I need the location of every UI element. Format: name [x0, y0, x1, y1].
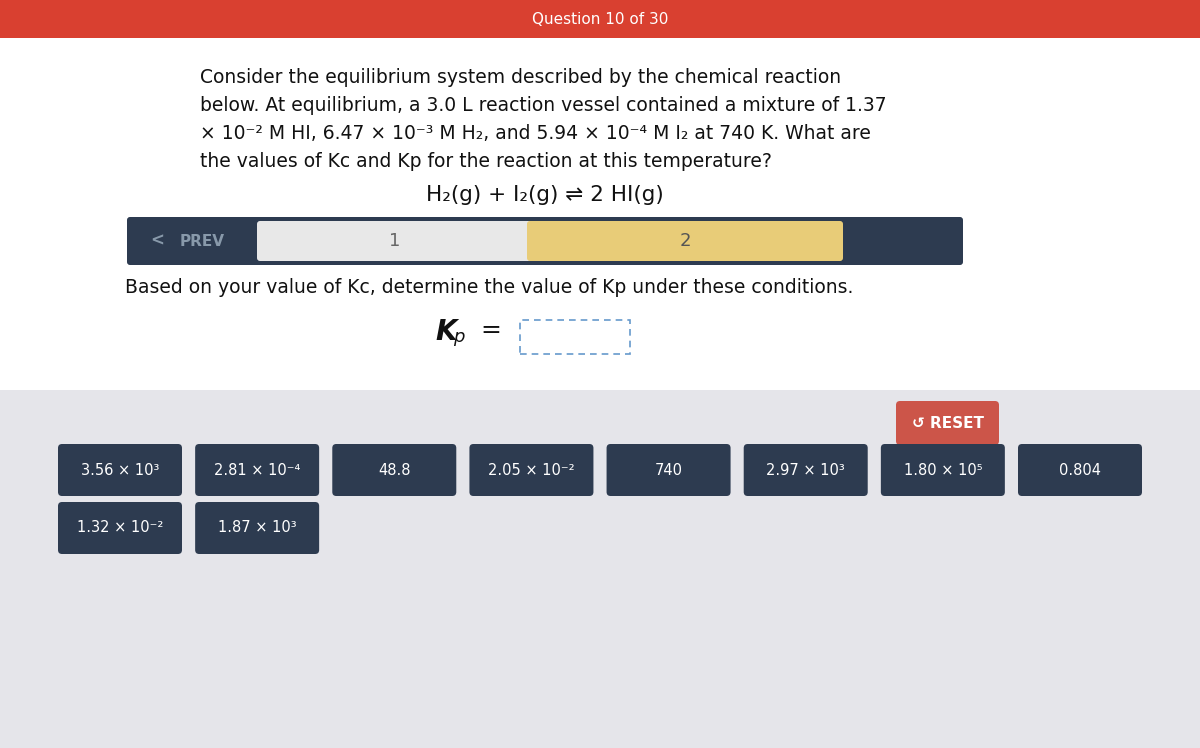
Text: <: <: [150, 232, 164, 250]
Text: 1.32 × 10⁻²: 1.32 × 10⁻²: [77, 521, 163, 536]
Text: H₂(g) + I₂(g) ⇌ 2 HI(g): H₂(g) + I₂(g) ⇌ 2 HI(g): [426, 185, 664, 205]
Text: 2: 2: [679, 232, 691, 250]
Text: 1.80 × 10⁵: 1.80 × 10⁵: [904, 462, 982, 477]
FancyBboxPatch shape: [196, 444, 319, 496]
Text: =: =: [480, 318, 500, 342]
FancyBboxPatch shape: [127, 217, 964, 265]
FancyBboxPatch shape: [896, 401, 998, 445]
FancyBboxPatch shape: [58, 502, 182, 554]
FancyBboxPatch shape: [58, 444, 182, 496]
FancyBboxPatch shape: [469, 444, 594, 496]
FancyBboxPatch shape: [332, 444, 456, 496]
FancyBboxPatch shape: [257, 221, 533, 261]
FancyBboxPatch shape: [0, 390, 1200, 748]
Text: ↺ RESET: ↺ RESET: [912, 415, 984, 431]
Text: × 10⁻² M HI, 6.47 × 10⁻³ M H₂, and 5.94 × 10⁻⁴ M I₂ at 740 K. What are: × 10⁻² M HI, 6.47 × 10⁻³ M H₂, and 5.94 …: [200, 124, 871, 143]
Text: 48.8: 48.8: [378, 462, 410, 477]
Text: p: p: [454, 328, 464, 346]
Text: 1.87 × 10³: 1.87 × 10³: [218, 521, 296, 536]
Text: K: K: [436, 318, 456, 346]
FancyBboxPatch shape: [606, 444, 731, 496]
FancyBboxPatch shape: [0, 0, 1200, 38]
FancyBboxPatch shape: [520, 320, 630, 354]
Text: PREV: PREV: [180, 233, 226, 248]
FancyBboxPatch shape: [881, 444, 1004, 496]
Text: 1: 1: [389, 232, 401, 250]
Text: below. At equilibrium, a 3.0 L reaction vessel contained a mixture of 1.37: below. At equilibrium, a 3.0 L reaction …: [200, 96, 887, 115]
Text: 0.804: 0.804: [1060, 462, 1102, 477]
FancyBboxPatch shape: [527, 221, 842, 261]
Text: Consider the equilibrium system described by the chemical reaction: Consider the equilibrium system describe…: [200, 68, 841, 87]
Text: the values of Kc and Kp for the reaction at this temperature?: the values of Kc and Kp for the reaction…: [200, 152, 772, 171]
FancyBboxPatch shape: [744, 444, 868, 496]
Text: 3.56 × 10³: 3.56 × 10³: [80, 462, 160, 477]
FancyBboxPatch shape: [1018, 444, 1142, 496]
Text: 2.05 × 10⁻²: 2.05 × 10⁻²: [488, 462, 575, 477]
Text: 740: 740: [654, 462, 683, 477]
Text: Question 10 of 30: Question 10 of 30: [532, 11, 668, 26]
Text: Based on your value of Kc, determine the value of Kp under these conditions.: Based on your value of Kc, determine the…: [125, 278, 853, 297]
Text: 2.81 × 10⁻⁴: 2.81 × 10⁻⁴: [214, 462, 300, 477]
Text: 2.97 × 10³: 2.97 × 10³: [767, 462, 845, 477]
FancyBboxPatch shape: [0, 38, 1200, 390]
FancyBboxPatch shape: [196, 502, 319, 554]
